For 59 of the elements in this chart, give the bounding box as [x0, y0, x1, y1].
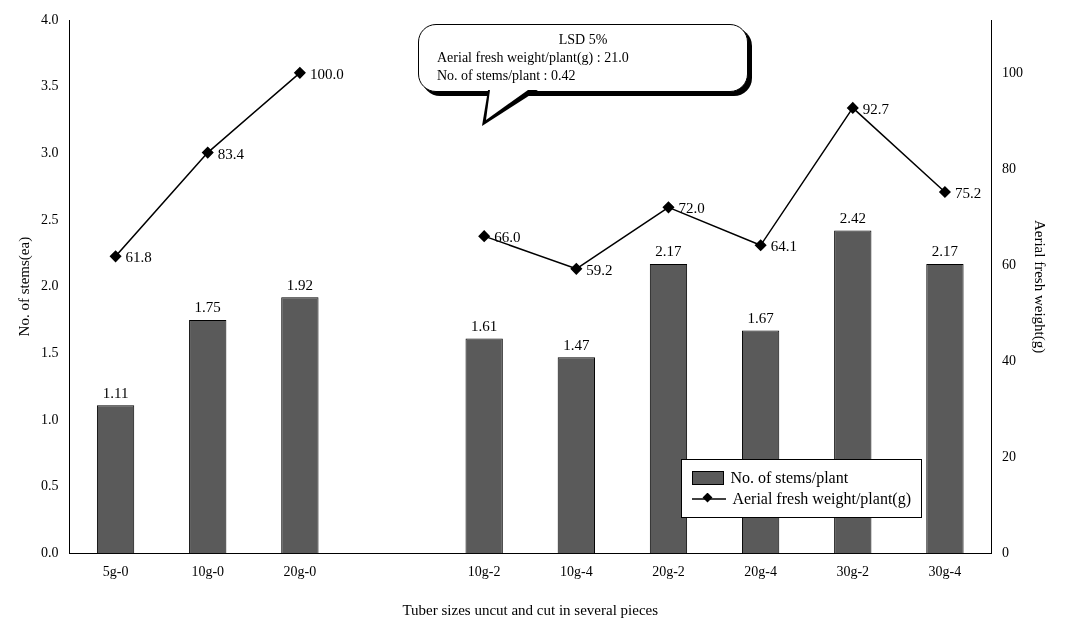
point	[294, 67, 306, 79]
y-tick-label: 0.0	[41, 544, 59, 560]
x-tick-label: 20g-4	[744, 564, 777, 580]
x-tick-label: 20g-0	[283, 564, 317, 580]
y2-tick-label: 80	[1002, 160, 1016, 176]
data-label: 100.0	[309, 65, 344, 82]
data-label: 2.17	[931, 243, 959, 260]
data-label: 72.0	[678, 200, 705, 217]
annotation: Aerial fresh weight/plant(g) : 21.0	[437, 49, 630, 67]
y2-tick-label: 60	[1002, 256, 1016, 272]
y2-tick-label: 40	[1002, 352, 1016, 368]
data-label: 1.92	[286, 276, 313, 293]
y-tick-label: 0.5	[41, 478, 59, 494]
y2-tick-label: 20	[1002, 448, 1016, 464]
point	[939, 186, 951, 198]
point	[754, 239, 767, 252]
legend-label: Aerial fresh weight/plant(g)	[732, 490, 911, 508]
data-label: 59.2	[586, 261, 613, 278]
y2-tick-label: 100	[1002, 64, 1023, 80]
point	[662, 201, 675, 214]
y-tick-label: 1.5	[41, 344, 59, 360]
y-tick-label: 3.5	[41, 78, 59, 94]
data-label: 1.67	[747, 310, 775, 327]
y-tick-label: 4.0	[41, 11, 59, 27]
point	[570, 263, 583, 275]
point	[478, 230, 490, 242]
y-tick-label: 1.0	[41, 411, 59, 427]
x-tick-label: 5g-0	[102, 564, 129, 580]
y-tick-label: 2.0	[41, 278, 59, 294]
x-tick-label: 30g-2	[836, 564, 870, 580]
y2-axis-title: Aerial fresh weight(g)	[1031, 219, 1049, 354]
x-tick-label: 20g-2	[652, 564, 685, 580]
y-tick-label: 3.0	[41, 144, 59, 160]
point	[109, 250, 122, 263]
x-tick-label: 10g-0	[191, 564, 225, 580]
data-label: 61.8	[125, 249, 152, 266]
y-axis-title: No. of stems(ea)	[15, 236, 33, 337]
data-label: 1.61	[471, 318, 498, 335]
data-label: 1.47	[563, 336, 590, 353]
y2-tick-label: 0	[1002, 544, 1009, 560]
x-tick-label: 10g-2	[467, 564, 501, 580]
y-tick-label: 2.5	[41, 211, 59, 227]
data-label: 64.1	[770, 238, 797, 255]
data-label: 2.17	[655, 243, 683, 260]
data-label: 75.2	[954, 184, 982, 201]
data-label: 1.11	[102, 384, 129, 401]
x-tick-label: 30g-4	[928, 564, 962, 580]
x-tick-label: 10g-4	[559, 564, 593, 580]
data-label: 92.7	[862, 100, 890, 117]
annotation: No. of stems/plant : 0.42	[437, 67, 577, 85]
annotation: LSD 5%	[557, 31, 609, 49]
data-label: 1.75	[194, 299, 221, 316]
data-label: 66.0	[494, 229, 521, 246]
legend-label: No. of stems/plant	[730, 469, 849, 487]
data-label: 83.4	[217, 145, 245, 162]
point	[847, 102, 859, 114]
point	[201, 146, 214, 159]
x-axis-title: Tuber sizes uncut and cut in several pieces	[402, 601, 659, 618]
data-label: 2.42	[839, 210, 866, 227]
